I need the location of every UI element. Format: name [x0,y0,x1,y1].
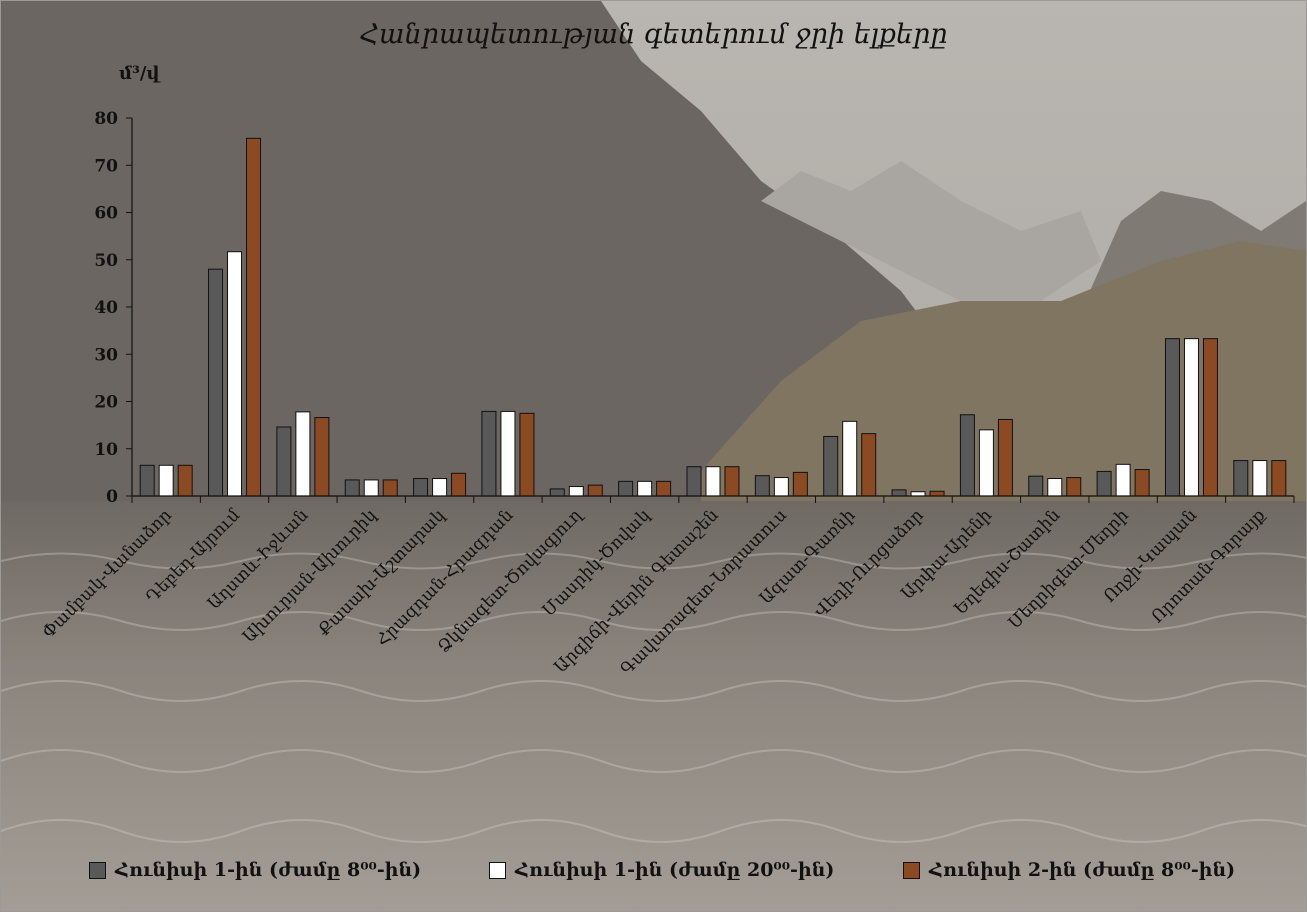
bar [1164,338,1180,497]
bar [1047,478,1063,497]
x-category-label: Քասախ-Աշտարակ [314,505,449,640]
bar [929,490,945,497]
bar [686,466,702,497]
y-tick-label: 70 [94,156,118,176]
bar [618,480,634,497]
bar [519,412,535,497]
bar [500,410,516,497]
bar [158,464,174,497]
x-category-label: Փամբակ-Վանաձոր [39,505,176,642]
bar [587,484,603,497]
y-tick-label: 50 [94,251,118,271]
bar [842,420,858,497]
bar [139,464,155,497]
bar [1096,470,1112,497]
bar [344,479,360,497]
water-waves [1,552,1306,843]
bar [246,137,262,497]
bar [1066,477,1082,497]
bar [891,489,907,497]
bar [959,414,975,497]
legend-item-series-2: Հունիսի 1-ին (ժամը 20⁰⁰-ին) [489,859,834,881]
x-category-label: Հրազդան-Հրազդան [372,505,517,650]
bar [823,435,839,497]
x-category-label: Որոտան-Գորայք [1148,505,1270,627]
bar [705,466,721,497]
bar [481,410,497,497]
bar [1183,338,1199,497]
bar [568,486,584,497]
bar [997,418,1013,497]
legend-swatch-series-2 [489,861,506,879]
y-tick-label: 80 [94,109,118,129]
bar [276,426,292,497]
bar [724,466,740,497]
y-tick-label: 0 [106,487,118,507]
river-water [1,501,1306,911]
bar [1134,469,1150,497]
y-tick-label: 20 [94,393,118,413]
y-tick-label: 60 [94,204,118,224]
bar [861,433,877,497]
bar [792,471,808,497]
bar [295,411,311,497]
bar [978,429,994,497]
chart-title: Հանրապետության գետերում ջրի ելքերը [359,19,948,50]
bar [382,479,398,497]
legend-swatch-series-3 [903,861,920,879]
bar [432,478,448,497]
bar [656,480,672,497]
bar [754,475,770,497]
bar [1233,460,1249,497]
bar [177,464,193,497]
legend-label-series-3: Հունիսի 2-ին (ժամը 8⁰⁰-ին) [929,859,1236,881]
bar [363,479,379,497]
bar [773,477,789,497]
legend-item-series-3: Հունիսի 2-ին (ժամը 8⁰⁰-ին) [903,859,1235,881]
x-category-label: Մեղրիգետ-Մեղրի [1005,505,1133,633]
bar [451,472,467,497]
bar [208,268,224,497]
legend-label-series-2: Հունիսի 1-ին (ժամը 20⁰⁰-ին) [515,859,835,881]
legend-item-series-1: Հունիսի 1-ին (ժամը 8⁰⁰-ին) [89,859,421,881]
y-tick-label: 30 [94,345,118,365]
mountain-dark [1,1,981,521]
bar [413,478,429,497]
bar [314,417,330,497]
legend-swatch-series-1 [89,861,106,879]
bar [1252,460,1268,497]
bar [1271,460,1287,497]
bar [227,251,243,497]
x-category-label: Ախուրյան-Ախուրիկ [239,505,381,647]
bar [910,491,926,497]
y-tick-label: 40 [94,298,118,318]
bar [637,480,653,497]
bar [1202,338,1218,497]
y-tick-label: 10 [94,440,118,460]
y-axis-unit-label: մ³/վ [119,63,160,84]
bar [1115,463,1131,497]
bar [549,488,565,497]
bar [1028,475,1044,497]
distant-ridge [761,161,1101,301]
legend-label-series-1: Հունիսի 1-ին (ժամը 8⁰⁰-ին) [115,859,422,881]
